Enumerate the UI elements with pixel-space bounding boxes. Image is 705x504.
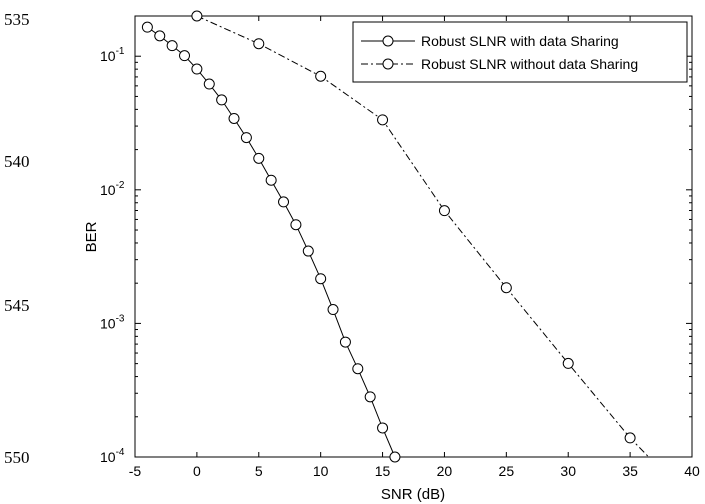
axis-ticks: -5 0 5 10 15 20 25 30 35 40 10-1 10-2 10-3 10-4	[100, 15, 700, 479]
series-layer	[141, 10, 650, 463]
data-point	[315, 273, 327, 285]
x-tick-label: 15	[375, 463, 391, 479]
data-point	[166, 40, 178, 52]
data-point	[339, 336, 351, 348]
legend-marker-2	[382, 58, 394, 70]
legend: Robust SLNR with data Sharing Robust SLN…	[352, 21, 688, 83]
y-tick-label: 10-3	[100, 313, 125, 331]
data-point	[327, 304, 339, 316]
series-line-2	[196, 15, 650, 458]
line-number: 545	[4, 296, 30, 315]
x-tick-label: 10	[313, 463, 329, 479]
data-point	[253, 152, 265, 164]
data-point	[203, 78, 215, 90]
line-number: 535	[4, 10, 30, 29]
data-point	[278, 196, 290, 208]
data-point	[438, 205, 450, 217]
data-point	[500, 282, 512, 294]
data-point	[352, 363, 364, 375]
data-point	[191, 63, 203, 75]
line-number: 550	[4, 448, 30, 467]
x-tick-label: 20	[437, 463, 453, 479]
data-point	[389, 451, 401, 463]
data-point	[154, 30, 166, 42]
x-tick-label: 35	[622, 463, 638, 479]
data-point	[228, 112, 240, 124]
legend-label-1: Robust SLNR with data Sharing	[421, 33, 619, 49]
y-axis-label: BER	[83, 221, 100, 252]
x-tick-label: 5	[255, 463, 263, 479]
y-tick-label: 10-4	[100, 447, 125, 465]
data-point	[216, 94, 228, 106]
line-number: 540	[4, 152, 30, 171]
data-point	[562, 357, 574, 369]
legend-label-2: Robust SLNR without data Sharing	[421, 56, 638, 72]
x-tick-label: 30	[560, 463, 576, 479]
data-point	[179, 50, 191, 62]
x-tick-label: -5	[129, 463, 142, 479]
y-tick-label: 10-2	[100, 180, 125, 198]
x-tick-label: 40	[684, 463, 700, 479]
data-point	[141, 21, 153, 33]
data-point	[253, 38, 265, 50]
data-point	[624, 432, 636, 444]
legend-marker-1	[382, 35, 394, 47]
series-line-1	[147, 26, 396, 458]
data-point	[290, 219, 302, 231]
data-point	[315, 70, 327, 82]
y-tick-label: 10-1	[100, 46, 125, 64]
legend-box	[352, 21, 688, 83]
data-point	[377, 422, 389, 434]
line-numbers: 535 540 545 550	[4, 10, 30, 467]
plot-area	[134, 15, 693, 458]
data-point	[240, 132, 252, 144]
data-point	[265, 174, 277, 186]
data-point	[377, 114, 389, 126]
x-axis-label: SNR (dB)	[381, 486, 445, 503]
x-tick-label: 0	[193, 463, 201, 479]
data-point	[364, 391, 376, 403]
data-point	[191, 10, 203, 22]
x-tick-label: 25	[499, 463, 515, 479]
data-point	[302, 245, 314, 257]
